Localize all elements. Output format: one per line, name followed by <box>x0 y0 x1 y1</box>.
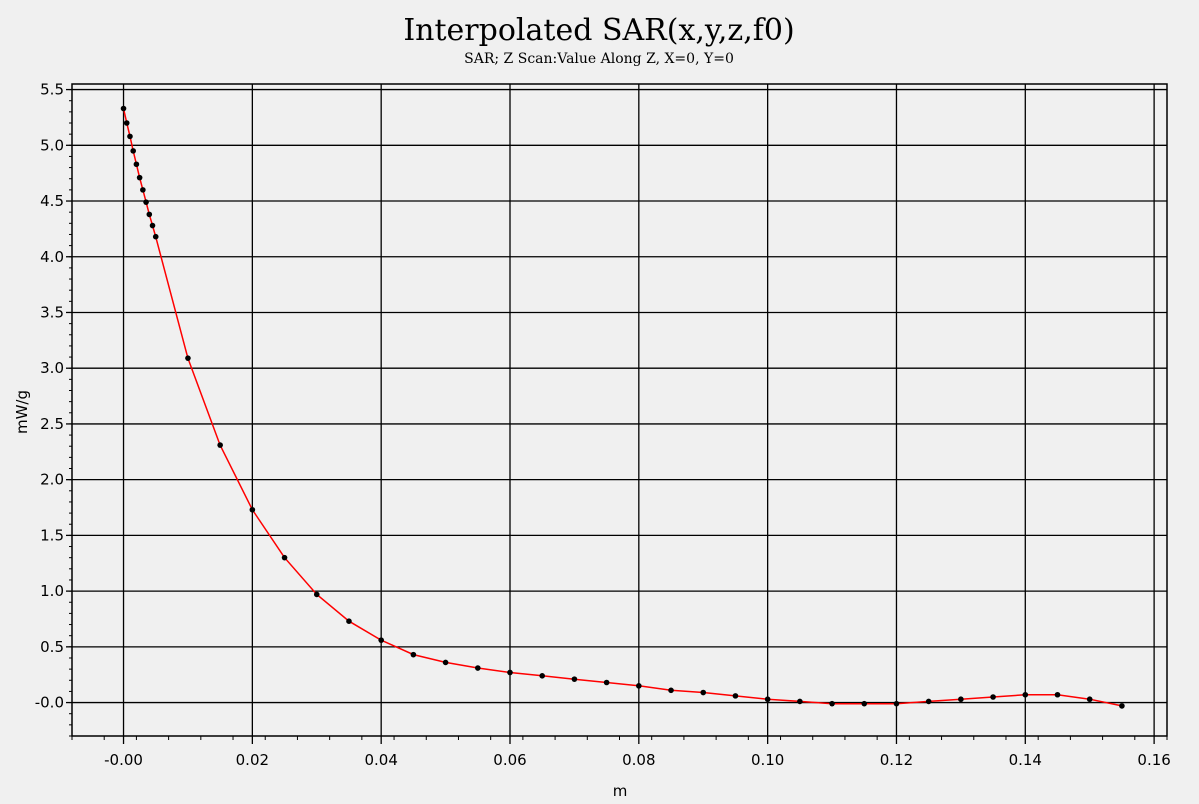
data-point <box>1054 691 1061 698</box>
y-tick-labels: -0.0 0.5 1.0 1.5 2.0 2.5 3.0 3.5 4.0 4.5 5.0 5.5 <box>35 81 64 712</box>
data-point <box>990 694 996 700</box>
data-point <box>603 679 610 686</box>
y-tick-label: 4.0 <box>40 248 64 266</box>
y-tick-label: 3.5 <box>40 303 64 321</box>
y-tick-label: 4.5 <box>40 192 64 210</box>
minor-ticks <box>66 88 1168 744</box>
data-point <box>668 687 674 694</box>
data-point <box>313 591 320 598</box>
x-tick-label: 0.08 <box>622 751 655 769</box>
data-point <box>764 696 771 703</box>
data-point <box>140 187 146 193</box>
data-point <box>127 133 133 140</box>
data-series <box>120 105 1125 709</box>
y-axis-label: mW/g <box>13 390 31 434</box>
data-point <box>136 174 143 181</box>
x-tick-labels: -0.00 0.02 0.04 0.06 0.08 0.10 0.12 0.14 0.16 <box>104 751 1171 769</box>
data-point <box>249 506 256 513</box>
y-tick-label: 1.5 <box>40 526 64 544</box>
data-point <box>732 693 739 699</box>
y-tick-label: 2.5 <box>40 415 64 433</box>
data-point <box>1119 703 1125 709</box>
data-point <box>1086 696 1093 703</box>
x-tick-label: 0.14 <box>1009 751 1042 769</box>
grid <box>72 84 1167 736</box>
data-point <box>149 222 156 229</box>
data-point <box>925 698 932 705</box>
chart-subtitle: SAR; Z Scan:Value Along Z, X=0, Y=0 <box>464 51 734 67</box>
data-point <box>507 669 513 676</box>
data-point <box>346 618 352 625</box>
x-tick-label: 0.02 <box>236 751 269 769</box>
data-point <box>281 554 288 561</box>
y-tick-label: 2.0 <box>40 471 64 489</box>
x-tick-label: 0.10 <box>751 751 784 769</box>
x-tick-label: -0.00 <box>104 751 143 769</box>
y-tick-label: -0.0 <box>35 694 64 712</box>
data-point <box>893 700 900 707</box>
data-point <box>700 689 707 696</box>
data-point <box>958 696 964 703</box>
data-point <box>152 233 159 240</box>
data-point <box>146 211 153 218</box>
chart-title: Interpolated SAR(x,y,z,f0) <box>403 13 794 48</box>
data-point <box>442 659 449 666</box>
y-tick-label: 3.0 <box>40 359 64 377</box>
data-point <box>133 161 140 168</box>
y-tick-label: 0.5 <box>40 638 64 656</box>
data-point <box>217 442 223 448</box>
data-point <box>410 651 417 658</box>
data-point <box>797 698 803 705</box>
x-axis-label: m <box>613 782 628 800</box>
data-point <box>539 673 546 679</box>
data-point <box>123 120 130 126</box>
data-point <box>120 105 127 112</box>
y-tick-label: 1.0 <box>40 582 64 600</box>
data-point <box>1022 691 1029 698</box>
data-point <box>636 683 642 689</box>
data-point <box>571 676 578 682</box>
data-point <box>130 148 136 154</box>
data-point <box>829 700 835 707</box>
x-tick-label: 0.16 <box>1137 751 1170 769</box>
x-tick-label: 0.04 <box>364 751 397 769</box>
y-tick-label: 5.5 <box>40 81 64 99</box>
y-tick-label: 5.0 <box>40 136 64 154</box>
data-point <box>474 665 481 671</box>
data-point <box>378 637 384 643</box>
x-tick-label: 0.06 <box>493 751 526 769</box>
x-tick-label: 0.12 <box>880 751 913 769</box>
data-point <box>861 700 868 707</box>
data-point <box>185 355 191 361</box>
data-point <box>143 199 149 205</box>
